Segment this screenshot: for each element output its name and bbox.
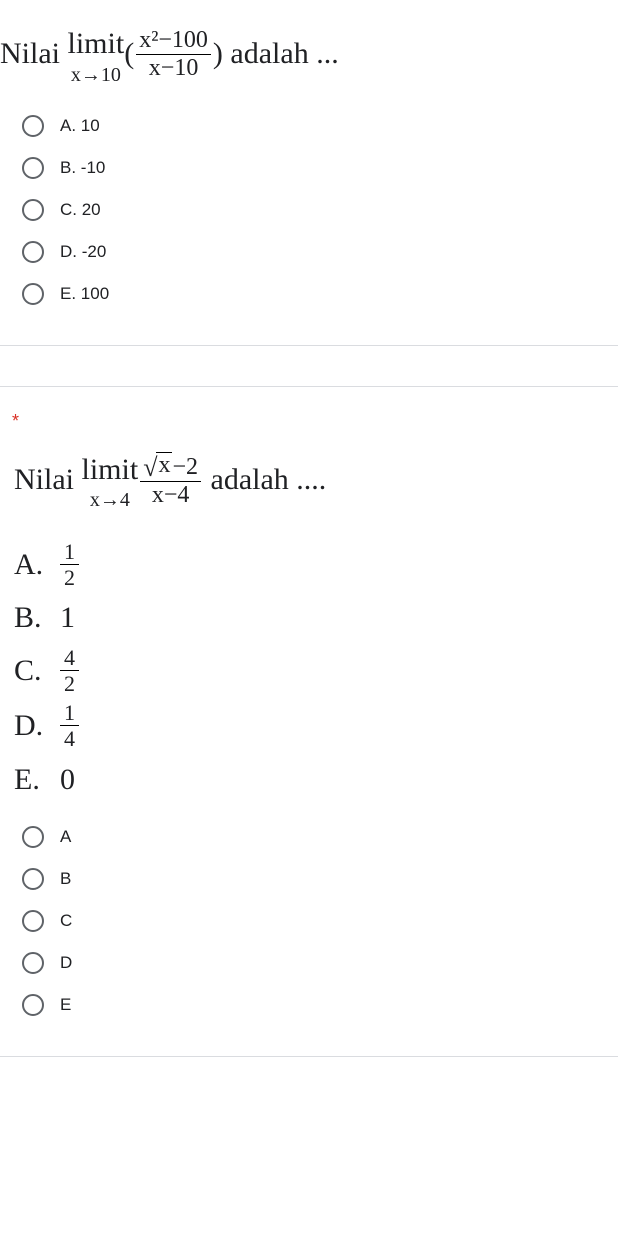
q2-ans-c-letter: C.: [14, 648, 60, 693]
q1-option-e-label: E. 100: [60, 284, 109, 304]
q2-option-d-label: D: [60, 953, 72, 973]
q2-ans-e-val: 0: [60, 757, 75, 802]
q2-answer-c: C. 4 2: [14, 646, 594, 695]
q1-option-e[interactable]: E. 100: [22, 283, 594, 305]
q2-prefix: Nilai: [14, 463, 82, 496]
q2-ans-d-letter: D.: [14, 703, 60, 748]
radio-icon: [22, 283, 44, 305]
radio-icon: [22, 157, 44, 179]
q2-ans-b-val: 1: [60, 595, 75, 640]
q2-ans-c-frac: 4 2: [60, 646, 79, 695]
q2-answer-d: D. 1 4: [14, 701, 594, 750]
q1-limit-sub: x→10: [68, 62, 125, 89]
q1-frac-num: x²−100: [136, 28, 211, 55]
radio-icon: [22, 994, 44, 1016]
q2-answer-list: A. 1 2 B. 1 C. 4 2 D. 1 4 E. 0: [14, 540, 594, 802]
radio-icon: [22, 910, 44, 932]
q2-answer-a: A. 1 2: [14, 540, 594, 589]
q2-option-c[interactable]: C: [22, 910, 594, 932]
q1-option-d[interactable]: D. -20: [22, 241, 594, 263]
radio-icon: [22, 115, 44, 137]
q2-options: A B C D E: [0, 826, 594, 1016]
q2-limit: limit x→4: [82, 450, 139, 515]
q2-num-tail: −2: [172, 454, 198, 480]
q2-frac-den: x−4: [140, 482, 201, 508]
question-2-text: Nilai limit x→4 x−2 x−4 adalah ....: [0, 450, 594, 515]
q2-option-e[interactable]: E: [22, 994, 594, 1016]
q1-frac-den: x−10: [136, 55, 211, 81]
q2-ans-a-letter: A.: [14, 542, 60, 587]
q2-limit-sub: x→4: [82, 487, 139, 514]
required-mark: *: [0, 411, 594, 432]
q1-option-a-label: A. 10: [60, 116, 100, 136]
radio-icon: [22, 826, 44, 848]
q2-option-d[interactable]: D: [22, 952, 594, 974]
q2-option-a-label: A: [60, 827, 71, 847]
q1-options: A. 10 B. -10 C. 20 D. -20 E. 100: [0, 115, 594, 305]
q2-ans-a-frac: 1 2: [60, 540, 79, 589]
q1-option-c-label: C. 20: [60, 200, 101, 220]
q2-ans-d-num: 1: [60, 701, 79, 726]
q2-answer-b: B. 1: [14, 595, 594, 640]
q1-limit-word: limit: [68, 24, 125, 65]
q2-ans-c-num: 4: [60, 646, 79, 671]
q2-option-e-label: E: [60, 995, 71, 1015]
q1-rparen: ): [213, 37, 223, 70]
q2-limit-word: limit: [82, 450, 139, 491]
q2-option-a[interactable]: A: [22, 826, 594, 848]
q2-ans-e-letter: E.: [14, 757, 60, 802]
radio-icon: [22, 868, 44, 890]
q2-ans-d-frac: 1 4: [60, 701, 79, 750]
q2-fraction: x−2 x−4: [140, 452, 201, 508]
question-card-1: Nilai limit x→10 ( x²−100 x−10 ) adalah …: [0, 0, 618, 346]
sqrt-icon: x: [143, 452, 172, 480]
q2-option-b[interactable]: B: [22, 868, 594, 890]
q1-fraction: x²−100 x−10: [136, 28, 211, 81]
question-card-2: * Nilai limit x→4 x−2 x−4 adalah .... A.…: [0, 386, 618, 1057]
q2-sqrt-body: x: [156, 452, 172, 478]
q1-option-a[interactable]: A. 10: [22, 115, 594, 137]
radio-icon: [22, 952, 44, 974]
q2-ans-b-letter: B.: [14, 595, 60, 640]
q2-option-b-label: B: [60, 869, 71, 889]
q1-option-c[interactable]: C. 20: [22, 199, 594, 221]
radio-icon: [22, 241, 44, 263]
q1-option-d-label: D. -20: [60, 242, 106, 262]
q2-answer-e: E. 0: [14, 757, 594, 802]
q2-ans-c-den: 2: [60, 671, 79, 695]
radio-icon: [22, 199, 44, 221]
q1-option-b-label: B. -10: [60, 158, 105, 178]
q2-frac-num: x−2: [140, 452, 201, 482]
q2-ans-d-den: 4: [60, 726, 79, 750]
q2-suffix: adalah ....: [203, 463, 326, 496]
q2-ans-a-den: 2: [60, 565, 79, 589]
question-1-text: Nilai limit x→10 ( x²−100 x−10 ) adalah …: [0, 24, 594, 89]
q2-ans-a-num: 1: [60, 540, 79, 565]
q1-limit: limit x→10: [68, 24, 125, 89]
q2-option-c-label: C: [60, 911, 72, 931]
q1-lparen: (: [124, 37, 134, 70]
q1-option-b[interactable]: B. -10: [22, 157, 594, 179]
q1-prefix: Nilai: [0, 37, 68, 70]
q1-suffix: adalah ...: [223, 37, 339, 70]
